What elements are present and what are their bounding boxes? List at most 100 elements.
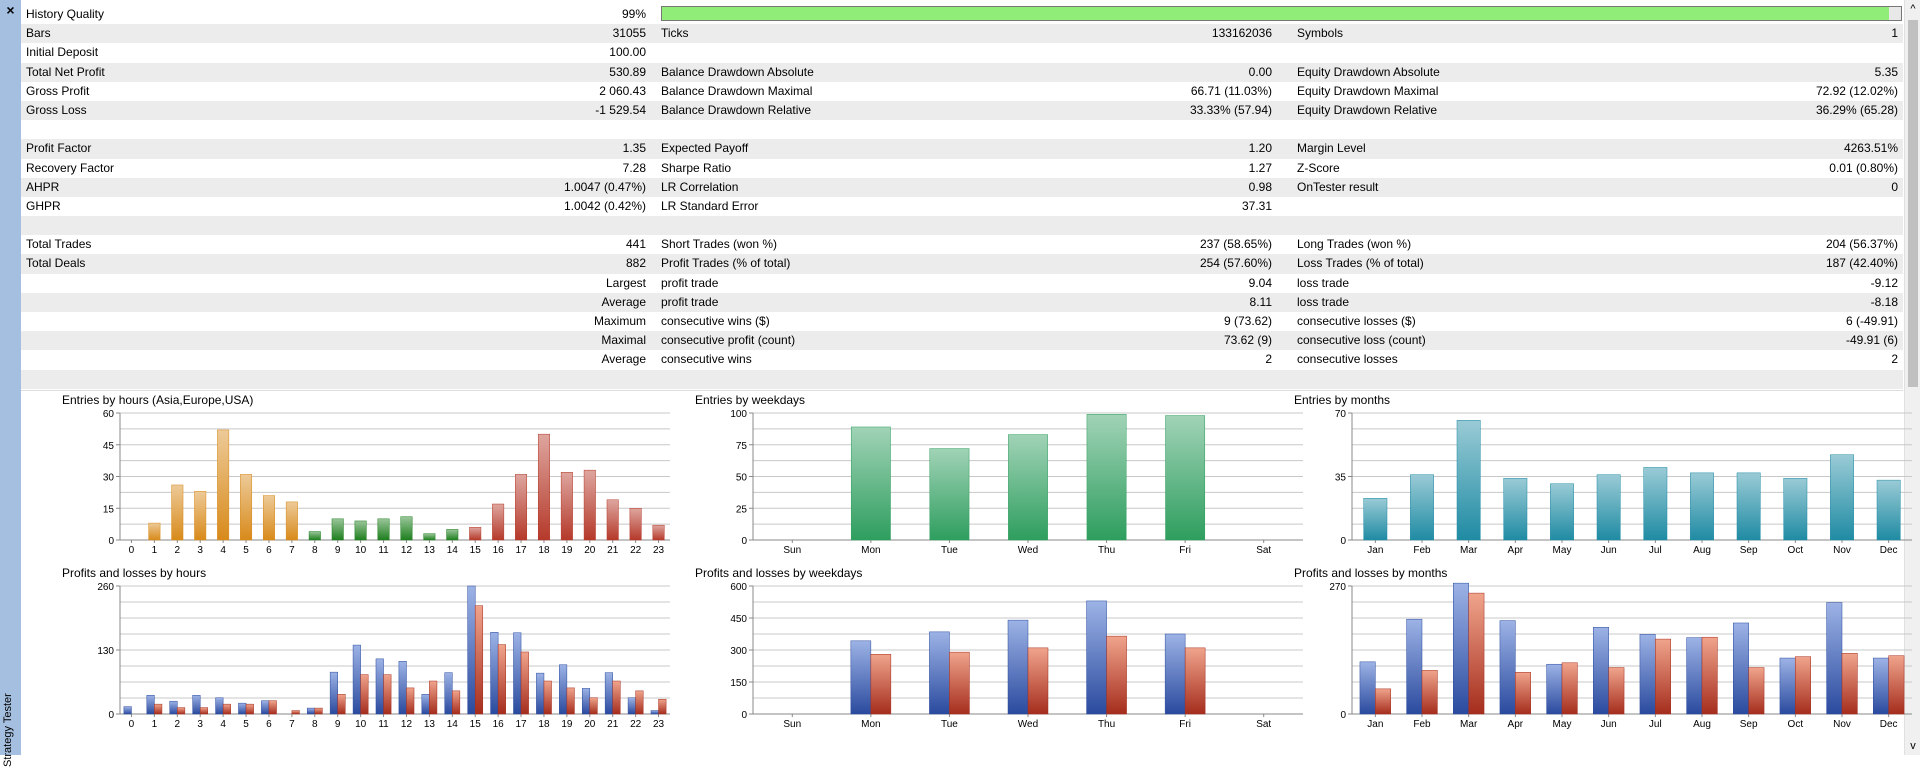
profit-bar (1086, 600, 1107, 715)
x-tick-label: 14 (447, 719, 459, 730)
bar (560, 472, 573, 541)
x-tick-label: Dec (1880, 719, 1898, 730)
bar (469, 527, 482, 541)
loss-bar (1375, 688, 1391, 715)
y-tick-label: 30 (103, 473, 115, 484)
chart-title: Entries by hours (Asia,Europe,USA) (62, 393, 254, 407)
stat-label: Total Trades (26, 237, 92, 252)
x-tick-label: Jan (1367, 719, 1383, 730)
stat-value: 7.28 (622, 160, 646, 175)
y-tick-label: 0 (741, 710, 747, 721)
stat-value: 0.98 (1248, 179, 1272, 194)
stat-value: 2 (1891, 352, 1898, 367)
stat-label: Gross Loss (26, 102, 87, 117)
loss-bar (1561, 662, 1578, 715)
stat-value: 204 (56.37%) (1825, 237, 1898, 252)
x-tick-label: Sep (1740, 719, 1758, 730)
stat-value: 0 (1891, 179, 1898, 194)
x-tick-label: Mar (1460, 719, 1478, 730)
stat-label: Recovery Factor (26, 160, 115, 175)
bar (652, 524, 665, 541)
x-tick-label: 7 (289, 719, 295, 730)
profit-bar (1639, 634, 1656, 715)
profit-bar (1406, 618, 1423, 715)
stats-row: Profit Factor 1.35 Expected Payoff 1.20 Marg… (21, 139, 1903, 159)
bar (515, 474, 528, 541)
x-tick-label: Nov (1833, 719, 1851, 730)
loss-bar (543, 680, 552, 715)
stat-value: 1.20 (1248, 141, 1272, 156)
loss-bar (1655, 638, 1671, 715)
loss-bar (1701, 636, 1718, 715)
vertical-scrollbar[interactable]: ^ v (1904, 0, 1920, 755)
stats-row: Average consecutive wins 2 consecutive loss… (21, 350, 1903, 369)
x-tick-label: Sun (783, 545, 801, 556)
y-tick-label: 0 (1340, 710, 1346, 721)
profit-bar (1826, 602, 1843, 715)
bar (1596, 474, 1621, 541)
stats-row: Maximum consecutive wins ($) 9 (73.62) cons… (21, 312, 1903, 331)
x-tick-label: Apr (1508, 545, 1524, 556)
close-icon[interactable]: × (6, 2, 15, 18)
profit-bar (238, 702, 247, 715)
x-tick-label: Sep (1740, 545, 1758, 556)
y-tick-label: 75 (736, 441, 748, 452)
x-tick-label: 19 (561, 545, 573, 556)
x-tick-label: Tue (941, 719, 958, 730)
scroll-down-icon[interactable]: v (1910, 740, 1916, 752)
loss-bar (1748, 667, 1765, 715)
stat-value: 1.0042 (0.42%) (563, 198, 646, 213)
bar (492, 503, 505, 541)
stat-value: -1 529.54 (595, 102, 646, 117)
scroll-thumb[interactable] (1908, 20, 1918, 387)
stat-value: 1.27 (1248, 160, 1272, 175)
x-tick-label: 3 (197, 719, 203, 730)
x-tick-label: 12 (401, 719, 413, 730)
x-tick-label: 3 (197, 545, 203, 556)
x-tick-label: Apr (1508, 719, 1524, 730)
chart-pl-by-hours: Profits and losses by hours 0 130 260 0 1 2 3 4 5… (48, 566, 688, 734)
stat-value: 66.71 (11.03%) (1190, 83, 1272, 98)
bar (1830, 454, 1854, 541)
x-tick-label: Tue (941, 545, 958, 556)
profit-bar (375, 658, 384, 715)
stat-label: consecutive losses (1297, 352, 1398, 367)
x-tick-label: Feb (1413, 719, 1431, 730)
x-tick-label: Oct (1788, 719, 1804, 730)
stat-value: Maximal (601, 333, 646, 348)
x-tick-label: Mon (861, 719, 880, 730)
stat-value: 187 (42.40%) (1825, 256, 1898, 271)
stat-label: consecutive wins ($) (661, 314, 770, 328)
x-tick-label: 23 (653, 719, 665, 730)
y-tick-label: 0 (108, 536, 114, 547)
chart-title: Entries by weekdays (695, 393, 806, 407)
x-tick-label: 0 (129, 719, 135, 730)
stat-label: loss trade (1297, 275, 1350, 290)
bar (1410, 474, 1434, 541)
profit-bar (467, 585, 476, 715)
bar (377, 518, 390, 541)
stat-label: LR Correlation (661, 179, 739, 194)
stat-value: 31055 (612, 26, 646, 41)
x-tick-label: 4 (220, 719, 226, 730)
stat-label: Gross Profit (26, 83, 90, 98)
bar (1690, 472, 1714, 541)
bar (1876, 479, 1901, 541)
stat-value: 33.33% (57.94) (1189, 102, 1272, 117)
scroll-up-icon[interactable]: ^ (1910, 3, 1916, 15)
stat-label: LR Standard Error (661, 198, 759, 213)
bar (537, 433, 550, 541)
stats-row (21, 216, 1903, 236)
x-tick-label: 2 (175, 719, 181, 730)
stats-row: Total Deals 882 Profit Trades (% of total)… (21, 254, 1903, 274)
chart-pl-by-months: Profits and losses by months 0 270 Jan Feb Ma… (1294, 566, 1918, 734)
y-tick-label: 0 (108, 710, 114, 721)
stat-label: Balance Drawdown Maximal (661, 83, 813, 98)
x-tick-label: Aug (1693, 719, 1711, 730)
bar (1165, 415, 1206, 541)
x-tick-label: Sun (783, 719, 801, 730)
chart-svg: 0 270 Jan Feb Mar Apr May Jun Jul Aug Sep Oct Nov Dec (1329, 582, 1912, 730)
stat-label: Balance Drawdown Relative (661, 102, 812, 117)
loss-bar (1608, 667, 1625, 715)
stat-label: Ticks (661, 26, 689, 41)
